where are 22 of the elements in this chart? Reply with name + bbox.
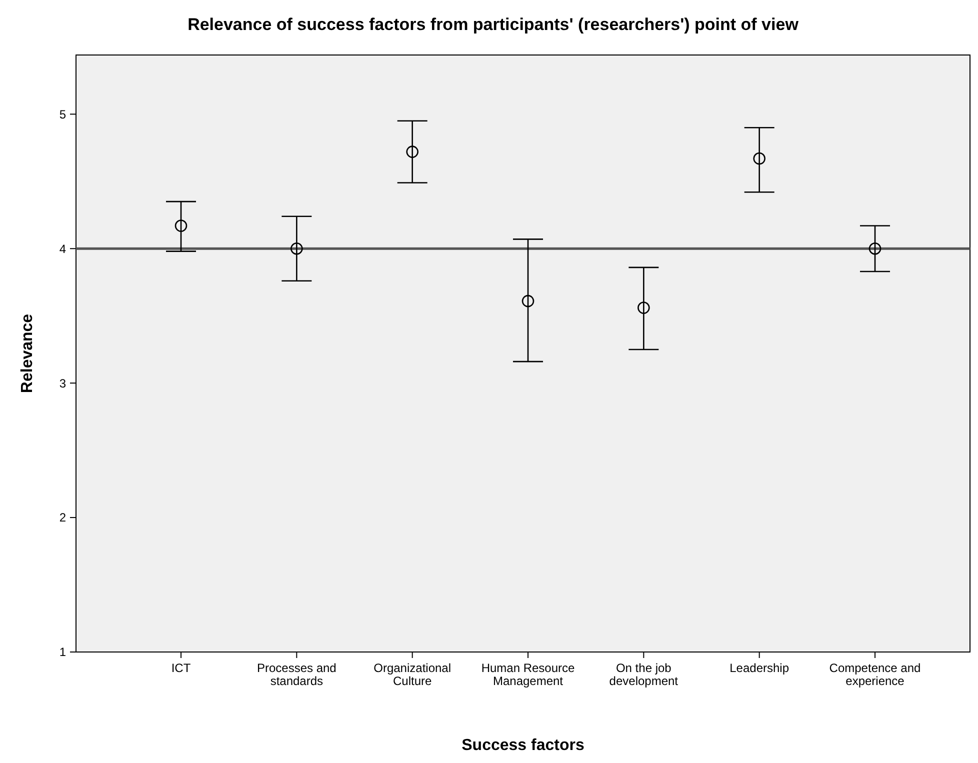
x-tick-label: ICT bbox=[171, 661, 192, 675]
x-tick-label: Leadership bbox=[730, 661, 790, 675]
x-tick-label: On the job development bbox=[609, 661, 679, 688]
y-tick-label: 3 bbox=[59, 376, 66, 390]
y-tick-label: 2 bbox=[59, 510, 66, 525]
point bbox=[174, 220, 188, 232]
x-tick-label: Organizational Culture bbox=[374, 661, 452, 688]
point bbox=[638, 302, 650, 314]
point bbox=[522, 294, 534, 308]
x-tick-label: Competence and experience bbox=[829, 661, 921, 688]
y-tick-label: 4 bbox=[59, 242, 66, 256]
y-tick-label: 1 bbox=[59, 645, 66, 660]
x-tick-label: Processes and standards bbox=[256, 661, 336, 688]
point bbox=[290, 242, 303, 255]
chart-title: Relevance of success factors from participants' (researchers') point of view bbox=[188, 15, 800, 34]
y-tick-label: 5 bbox=[59, 107, 66, 122]
x-tick-label: Human Resource Management bbox=[481, 661, 576, 688]
y-axis-title: Relevance bbox=[19, 314, 36, 394]
point bbox=[406, 146, 418, 158]
point bbox=[868, 242, 882, 255]
point bbox=[753, 152, 766, 165]
x-axis-title: Success factors bbox=[462, 737, 584, 754]
